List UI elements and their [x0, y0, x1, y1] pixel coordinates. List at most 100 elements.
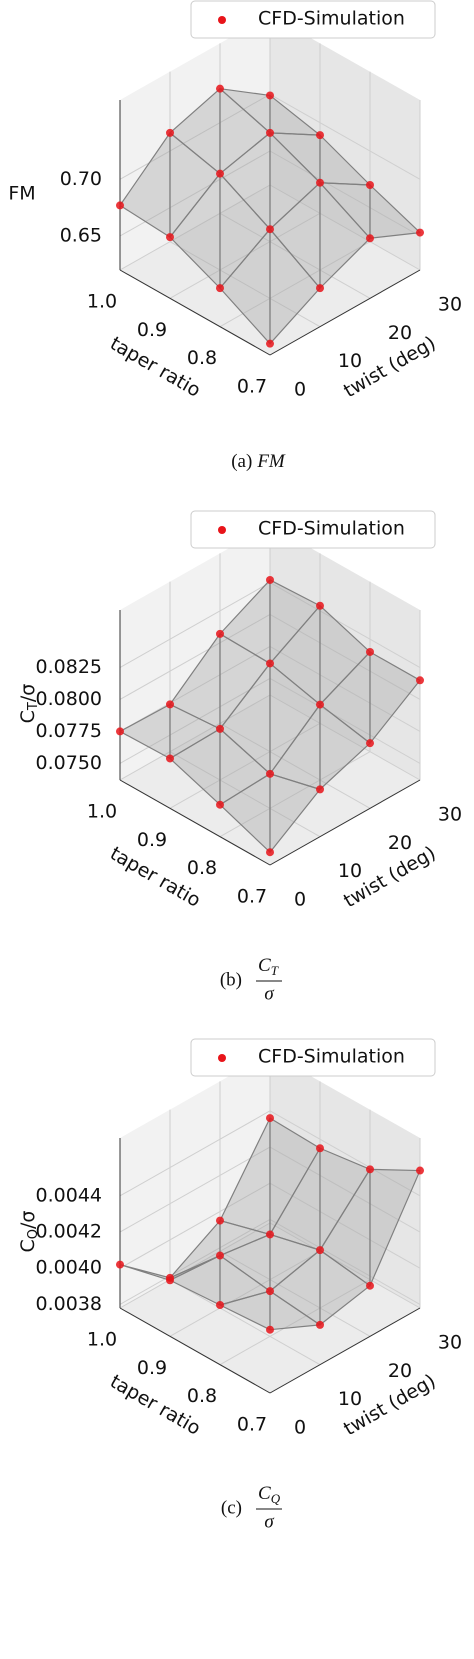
y-tick-label: 0	[294, 1417, 306, 1439]
data-point	[316, 601, 324, 610]
data-point	[366, 181, 374, 189]
legend-marker	[218, 526, 226, 534]
surface-facet	[319, 703, 371, 790]
grid-line	[169, 1250, 321, 1337]
grid-line	[269, 582, 421, 668]
data-point	[316, 1144, 324, 1153]
data-point	[316, 700, 324, 709]
data-point	[166, 700, 174, 709]
data-point	[366, 1281, 374, 1290]
data-point	[266, 1287, 274, 1296]
data-point	[366, 234, 374, 243]
grid-line	[219, 722, 371, 809]
data-point	[266, 91, 274, 100]
z-label-main: C	[17, 1239, 39, 1252]
x-tick-label: 1.0	[87, 291, 117, 313]
data-point	[316, 1320, 324, 1329]
data-point	[116, 1260, 124, 1269]
caption-num-sub: T	[271, 963, 279, 978]
axis-line	[269, 1307, 421, 1394]
x-tick-label: 0.9	[137, 829, 167, 851]
caption-label: (b)	[220, 969, 242, 990]
surface-facet	[369, 651, 421, 744]
data-point	[216, 84, 224, 93]
z-tick-label: 0.0044	[36, 1184, 102, 1206]
z-tick-label: 0.0825	[36, 656, 102, 678]
data-point	[266, 1325, 274, 1334]
grid-line	[269, 694, 421, 781]
z-label-main: FM	[8, 182, 35, 204]
data-point	[166, 1273, 174, 1282]
grid-line	[219, 1279, 371, 1366]
data-point	[366, 1165, 374, 1174]
data-point	[266, 1114, 274, 1123]
data-point	[216, 800, 224, 809]
z-tick-label: 0.0040	[36, 1257, 102, 1279]
x-tick-label: 1.0	[87, 801, 117, 823]
data-point	[116, 727, 124, 736]
data-point	[166, 128, 174, 137]
grid-line	[269, 93, 421, 180]
caption-numerator: CT	[258, 955, 279, 978]
x-tick-label: 0.9	[137, 319, 167, 341]
z-tick-label: 0.70	[60, 168, 102, 190]
x-tick-label: 0.7	[237, 1414, 267, 1436]
data-point	[316, 178, 324, 187]
y-tick-label: 10	[338, 860, 362, 882]
legend-label: CFD-Simulation	[258, 1046, 405, 1068]
z-axis-label: CT/σ	[17, 684, 41, 724]
grid-line	[269, 1146, 421, 1233]
data-point	[266, 225, 274, 234]
data-point	[266, 1230, 274, 1239]
z-tick-label: 0.0800	[36, 688, 102, 710]
legend-box	[190, 1038, 436, 1077]
caption-denominator: σ	[264, 983, 274, 1004]
grid-line	[169, 722, 321, 809]
grid-line	[269, 184, 421, 271]
z-tick-label: 0.65	[60, 225, 102, 247]
x-tick-label: 0.8	[187, 857, 217, 879]
data-point	[216, 629, 224, 638]
caption-symbol: FM	[256, 451, 286, 472]
y-tick-label: 30	[438, 804, 462, 826]
grid-line	[269, 150, 421, 237]
y-tick-label: 0	[294, 379, 306, 401]
caption-label: (a)	[231, 451, 252, 472]
data-point	[266, 848, 274, 857]
data-point	[316, 785, 324, 794]
z-label-sub: T	[26, 702, 41, 711]
x-tick-label: 0.8	[187, 347, 217, 369]
grid-line	[269, 1110, 421, 1197]
data-point	[216, 1300, 224, 1309]
surface-facet	[269, 228, 321, 345]
data-point	[416, 676, 424, 685]
axis-line	[119, 1307, 271, 1394]
z-label-sub: Q	[26, 1229, 41, 1239]
data-point	[416, 228, 424, 237]
z-tick-label: 0.0042	[36, 1221, 102, 1243]
z-label-after: /σ	[17, 1211, 39, 1229]
grid-line	[119, 1110, 271, 1197]
surface-facet	[369, 1168, 421, 1287]
x-tick-label: 0.7	[237, 376, 267, 398]
y-tick-label: 0	[294, 889, 306, 911]
caption-label: (c)	[221, 1497, 242, 1518]
data-point	[366, 647, 374, 656]
data-point	[216, 1251, 224, 1260]
data-point	[266, 769, 274, 778]
legend-marker	[218, 1054, 226, 1062]
caption-num-main: C	[258, 1483, 271, 1504]
grid-line	[119, 677, 271, 764]
grid-line	[119, 582, 271, 668]
caption-num-main: C	[258, 955, 271, 976]
x-tick-label: 0.8	[187, 1385, 217, 1407]
data-point	[216, 1216, 224, 1225]
axis-line	[269, 269, 421, 356]
grid-line	[119, 1218, 271, 1305]
legend-label: CFD-Simulation	[258, 8, 405, 30]
data-point	[166, 233, 174, 242]
grid-line	[119, 1146, 271, 1233]
legend-box	[190, 0, 436, 39]
